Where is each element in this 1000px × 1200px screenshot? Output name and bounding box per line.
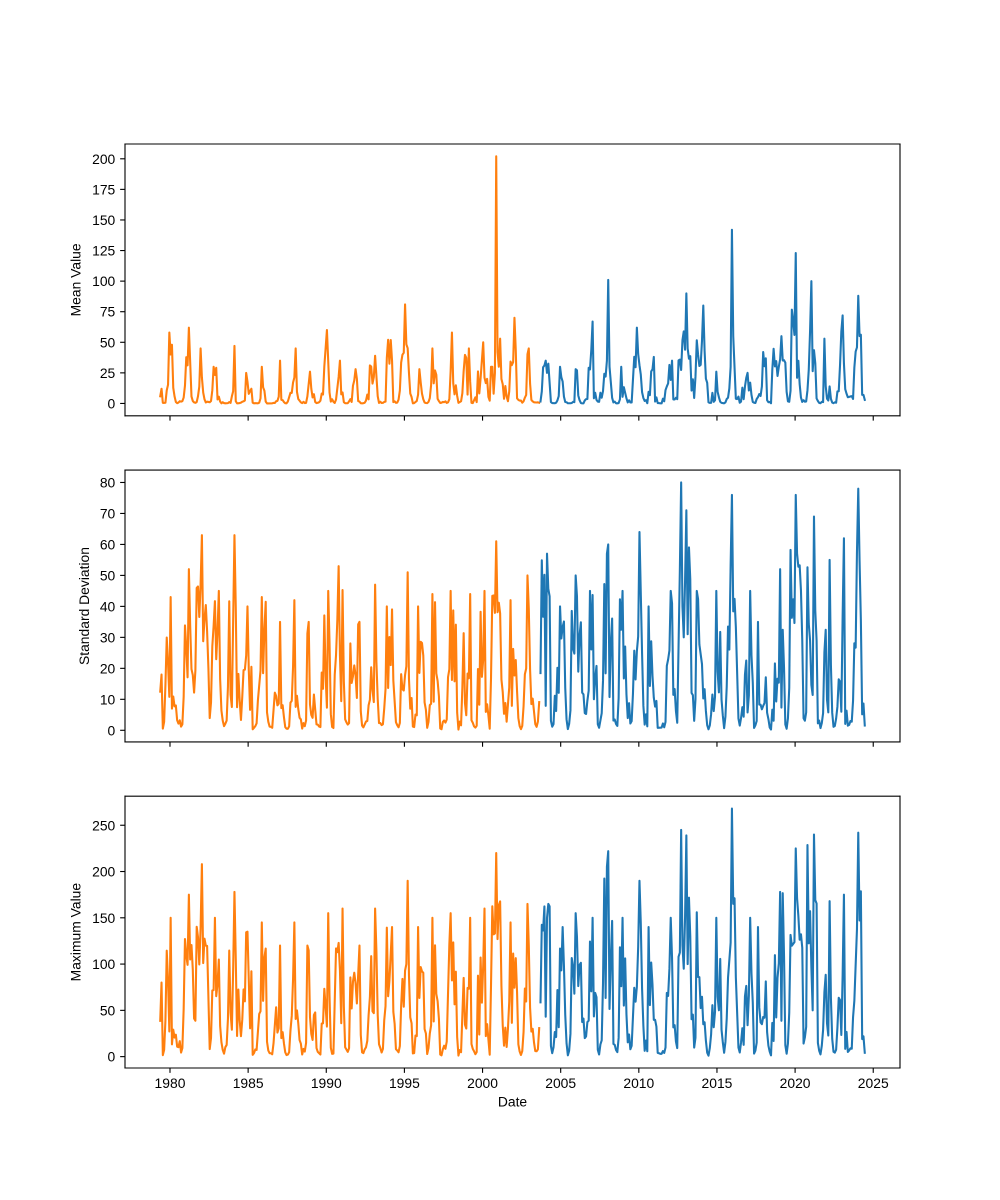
svg-text:2000: 2000	[467, 1075, 498, 1091]
svg-text:40: 40	[100, 598, 116, 614]
svg-text:30: 30	[100, 629, 116, 645]
svg-text:Maximum Value: Maximum Value	[67, 883, 83, 982]
svg-text:50: 50	[100, 1002, 116, 1018]
svg-text:0: 0	[108, 395, 116, 411]
svg-text:0: 0	[108, 1049, 116, 1065]
svg-text:2005: 2005	[545, 1075, 576, 1091]
svg-text:100: 100	[92, 956, 115, 972]
svg-text:125: 125	[92, 243, 115, 259]
svg-text:175: 175	[92, 181, 115, 197]
svg-text:200: 200	[92, 864, 115, 880]
svg-text:10: 10	[100, 691, 116, 707]
svg-text:80: 80	[100, 475, 116, 491]
svg-text:Standard Deviation: Standard Deviation	[76, 547, 92, 665]
svg-text:150: 150	[92, 910, 115, 926]
svg-text:2020: 2020	[780, 1075, 811, 1091]
svg-text:50: 50	[100, 334, 116, 350]
svg-text:1995: 1995	[389, 1075, 420, 1091]
svg-text:20: 20	[100, 660, 116, 676]
svg-text:1980: 1980	[155, 1075, 186, 1091]
svg-text:25: 25	[100, 365, 116, 381]
svg-text:2010: 2010	[623, 1075, 654, 1091]
svg-text:70: 70	[100, 505, 116, 521]
svg-text:1990: 1990	[311, 1075, 342, 1091]
svg-text:Date: Date	[498, 1093, 528, 1109]
svg-text:250: 250	[92, 817, 115, 833]
svg-text:75: 75	[100, 304, 116, 320]
svg-text:0: 0	[108, 722, 116, 738]
svg-text:1985: 1985	[233, 1075, 264, 1091]
svg-text:60: 60	[100, 536, 116, 552]
svg-text:2025: 2025	[858, 1075, 889, 1091]
svg-text:Mean Value: Mean Value	[67, 243, 83, 316]
svg-text:50: 50	[100, 567, 116, 583]
svg-text:2015: 2015	[702, 1075, 733, 1091]
svg-text:100: 100	[92, 273, 115, 289]
svg-text:200: 200	[92, 151, 115, 167]
svg-text:150: 150	[92, 212, 115, 228]
